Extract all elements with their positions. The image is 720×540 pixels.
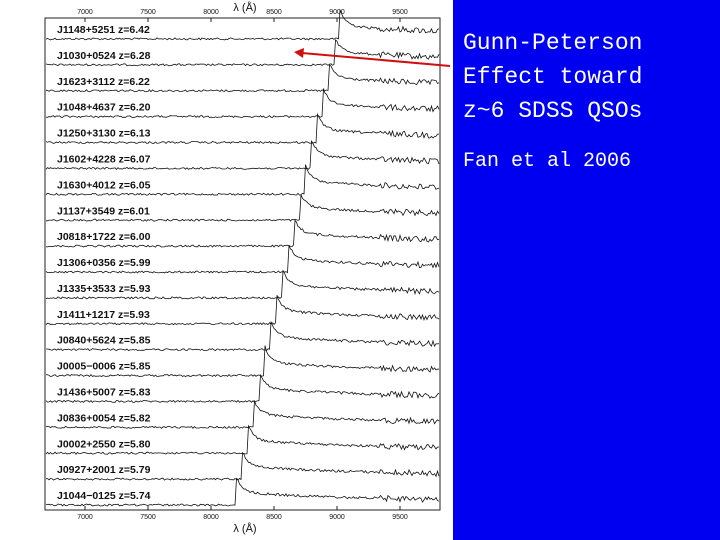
quasar-label: J1436+5007 z=5.83 [57,387,151,399]
spectrum [45,88,440,119]
top-tick-label: 8500 [266,9,282,16]
spectrum [45,139,440,170]
top-axis-label: λ (Å) [233,1,256,14]
quasar-label: J1250+3130 z=6.13 [57,128,151,140]
quasar-label: J1148+5251 z=6.42 [57,24,150,36]
title-line: Gunn-Peterson [463,30,643,56]
citation: Fan et al 2006 [463,150,632,173]
spectra-figure: λ (Å) λ (Å) 7000 7000 7500 7500 8000 8000 8500… [44,1,441,535]
bottom-tick-label: 9000 [329,514,345,521]
quasar-label: J0002+2550 z=5.80 [57,438,151,450]
spectrum [45,321,440,352]
quasar-label: J1335+3533 z=5.93 [57,283,151,295]
spectrum [45,400,440,429]
spectrum [45,269,440,300]
top-tick-label: 9000 [329,9,345,16]
bottom-tick-label: 9500 [392,514,408,521]
bottom-tick-label: 7500 [140,514,156,521]
quasar-label: J1030+0524 z=6.28 [57,50,151,62]
spectrum [45,477,440,507]
quasar-label: J1044−0125 z=5.74 [57,490,151,502]
spectrum [45,164,440,196]
top-tick-label: 7000 [77,9,93,16]
quasar-label: J1630+4012 z=6.05 [57,179,151,191]
quasar-label: J1137+3549 z=6.01 [57,205,150,217]
quasar-label: J1411+1217 z=5.93 [57,309,150,321]
spectrum [45,295,440,326]
quasar-label: J1623+3112 z=6.22 [57,76,150,88]
bottom-tick-label: 8000 [203,514,219,521]
top-tick-label: 9500 [392,9,408,16]
spectrum [45,9,440,41]
bottom-tick-label: 8500 [266,514,282,521]
plot-frame [44,17,441,511]
spectrum [45,345,440,378]
quasar-label: J1602+4228 z=6.07 [57,153,151,165]
bottom-axis-label: λ (Å) [233,522,256,535]
top-tick-label: 7500 [140,9,156,16]
quasar-label: J0818+1722 z=6.00 [57,231,151,243]
spectrum [45,112,439,144]
side-panel: Gunn-Peterson Effect toward z~6 SDSS QSO… [453,0,720,540]
quasar-label: J1048+4637 z=6.20 [57,102,151,114]
spectrum [45,245,440,274]
spectrum [46,194,440,222]
title-line: z~6 SDSS QSOs [463,98,643,124]
title-line: Effect toward [463,64,643,90]
spectrum [45,373,440,403]
quasar-label: J0005−0006 z=5.85 [57,361,151,373]
quasar-label: J0840+5624 z=5.85 [57,335,151,347]
quasar-label: J0836+0054 z=5.82 [57,412,151,424]
spectrum [45,219,440,248]
bottom-tick-label: 7000 [77,514,93,521]
spectrum [45,451,440,481]
quasar-label: J1306+0356 z=5.99 [57,257,151,269]
spectrum [46,64,440,93]
top-tick-label: 8000 [203,9,219,16]
quasar-label: J0927+2001 z=5.79 [57,464,151,476]
